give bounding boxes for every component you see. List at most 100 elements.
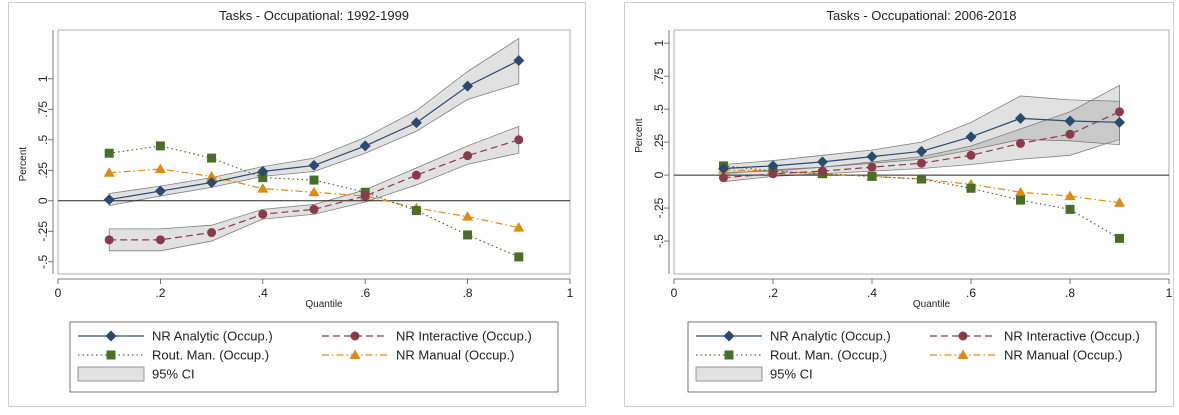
data-point — [767, 160, 779, 172]
data-point — [1064, 115, 1076, 127]
data-point — [462, 211, 474, 221]
legend-label: Rout. Man. (Occup.) — [152, 348, 269, 363]
legend-label: NR Interactive (Occup.) — [1004, 329, 1140, 344]
x-tick-label: 1 — [567, 286, 574, 300]
data-point — [1115, 107, 1124, 117]
x-tick-label: 1 — [1166, 286, 1173, 300]
data-point — [154, 163, 166, 174]
x-axis-label: Quantile — [305, 299, 343, 310]
legend: NR Analytic (Occup.) NR Interactive (Occu… — [69, 321, 559, 393]
legend-ci-label: 95% CI — [152, 367, 195, 382]
data-point — [1065, 204, 1075, 214]
x-tick-label: .6 — [360, 286, 370, 300]
legend-label: NR Analytic (Occup.) — [770, 329, 891, 344]
legend-marker — [349, 349, 361, 359]
data-point — [309, 175, 319, 185]
y-axis-label: Percent — [18, 147, 29, 182]
data-point — [965, 131, 977, 143]
y-tick-label: 0 — [652, 171, 666, 178]
data-point — [258, 173, 268, 183]
data-point — [258, 209, 268, 219]
data-point — [411, 170, 421, 180]
data-point — [718, 162, 729, 174]
y-tick-label: -.25 — [652, 197, 666, 218]
y-tick-label: -.5 — [652, 234, 666, 248]
data-point — [206, 177, 218, 188]
data-point — [1114, 116, 1125, 128]
legend-label: NR Manual (Occup.) — [1004, 348, 1122, 363]
legend-marker — [958, 331, 968, 341]
ci-band — [108, 125, 520, 252]
data-point — [155, 235, 165, 245]
chart-title: Tasks - Occupational: 2006-2018 — [826, 8, 1016, 23]
legend-ci-swatch — [695, 366, 763, 382]
y-tick-label: -.5 — [36, 254, 50, 268]
data-point — [1015, 186, 1026, 197]
data-point — [1064, 190, 1076, 201]
x-tick-label: .2 — [768, 286, 778, 300]
data-point — [1015, 112, 1026, 124]
data-point — [1016, 195, 1025, 205]
legend-label: NR Interactive (Occup.) — [396, 329, 532, 344]
y-tick-label: .25 — [36, 162, 50, 179]
legend-label: Rout. Man. (Occup.) — [770, 348, 887, 363]
data-point — [154, 185, 166, 197]
data-point — [1115, 233, 1124, 243]
data-point — [463, 230, 473, 240]
data-point — [867, 162, 877, 172]
legend-box — [69, 321, 559, 393]
y-axis-label: Percent — [634, 118, 645, 153]
data-point — [360, 191, 370, 201]
data-point — [308, 186, 320, 197]
data-point — [155, 141, 165, 151]
data-point — [207, 153, 217, 163]
data-point — [866, 151, 878, 163]
legend-marker — [350, 331, 360, 341]
x-tick-label: .8 — [1065, 286, 1075, 300]
data-point — [207, 228, 217, 238]
y-tick-label: .75 — [36, 101, 50, 118]
x-axis-label: Quantile — [913, 299, 951, 310]
data-point — [103, 194, 115, 206]
legend-marker — [724, 350, 734, 360]
data-point — [309, 204, 319, 214]
legend-label: NR Manual (Occup.) — [396, 348, 514, 363]
data-point — [1114, 197, 1125, 207]
x-tick-label: .4 — [867, 286, 877, 300]
data-point — [719, 173, 728, 183]
data-point — [917, 174, 926, 184]
data-point — [463, 151, 473, 161]
y-tick-label: .25 — [652, 133, 666, 150]
data-point — [514, 252, 524, 262]
y-tick-label: .5 — [36, 134, 50, 144]
data-point — [768, 169, 778, 179]
data-point — [966, 150, 976, 160]
data-point — [104, 148, 114, 158]
data-point — [308, 159, 320, 171]
data-point — [513, 55, 525, 66]
legend-label: NR Analytic (Occup.) — [152, 329, 273, 344]
y-tick-label: .5 — [652, 104, 666, 114]
legend: NR Analytic (Occup.) NR Interactive (Occu… — [687, 321, 1157, 393]
data-point — [462, 80, 474, 92]
data-point — [104, 235, 114, 245]
legend-ci-swatch — [77, 366, 145, 382]
chart-panel-2: Tasks - Occupational: 2006-2018 0 .2 .4 .6 .8… — [624, 2, 1174, 407]
y-tick-label: 0 — [36, 197, 50, 204]
data-point — [206, 170, 218, 181]
x-tick-label: .2 — [155, 286, 165, 300]
legend-box — [687, 321, 1157, 393]
data-point — [916, 145, 927, 157]
x-tick-label: .8 — [463, 286, 473, 300]
data-point — [1065, 129, 1075, 139]
legend-ci-label: 95% CI — [770, 367, 813, 382]
chart-title: Tasks - Occupational: 1992-1999 — [219, 8, 409, 23]
legend-marker — [723, 330, 735, 342]
x-tick-label: .4 — [258, 286, 268, 300]
data-point — [867, 171, 877, 181]
data-point — [817, 156, 828, 168]
y-tick-label: 1 — [36, 75, 50, 82]
y-tick-label: .75 — [652, 67, 666, 84]
